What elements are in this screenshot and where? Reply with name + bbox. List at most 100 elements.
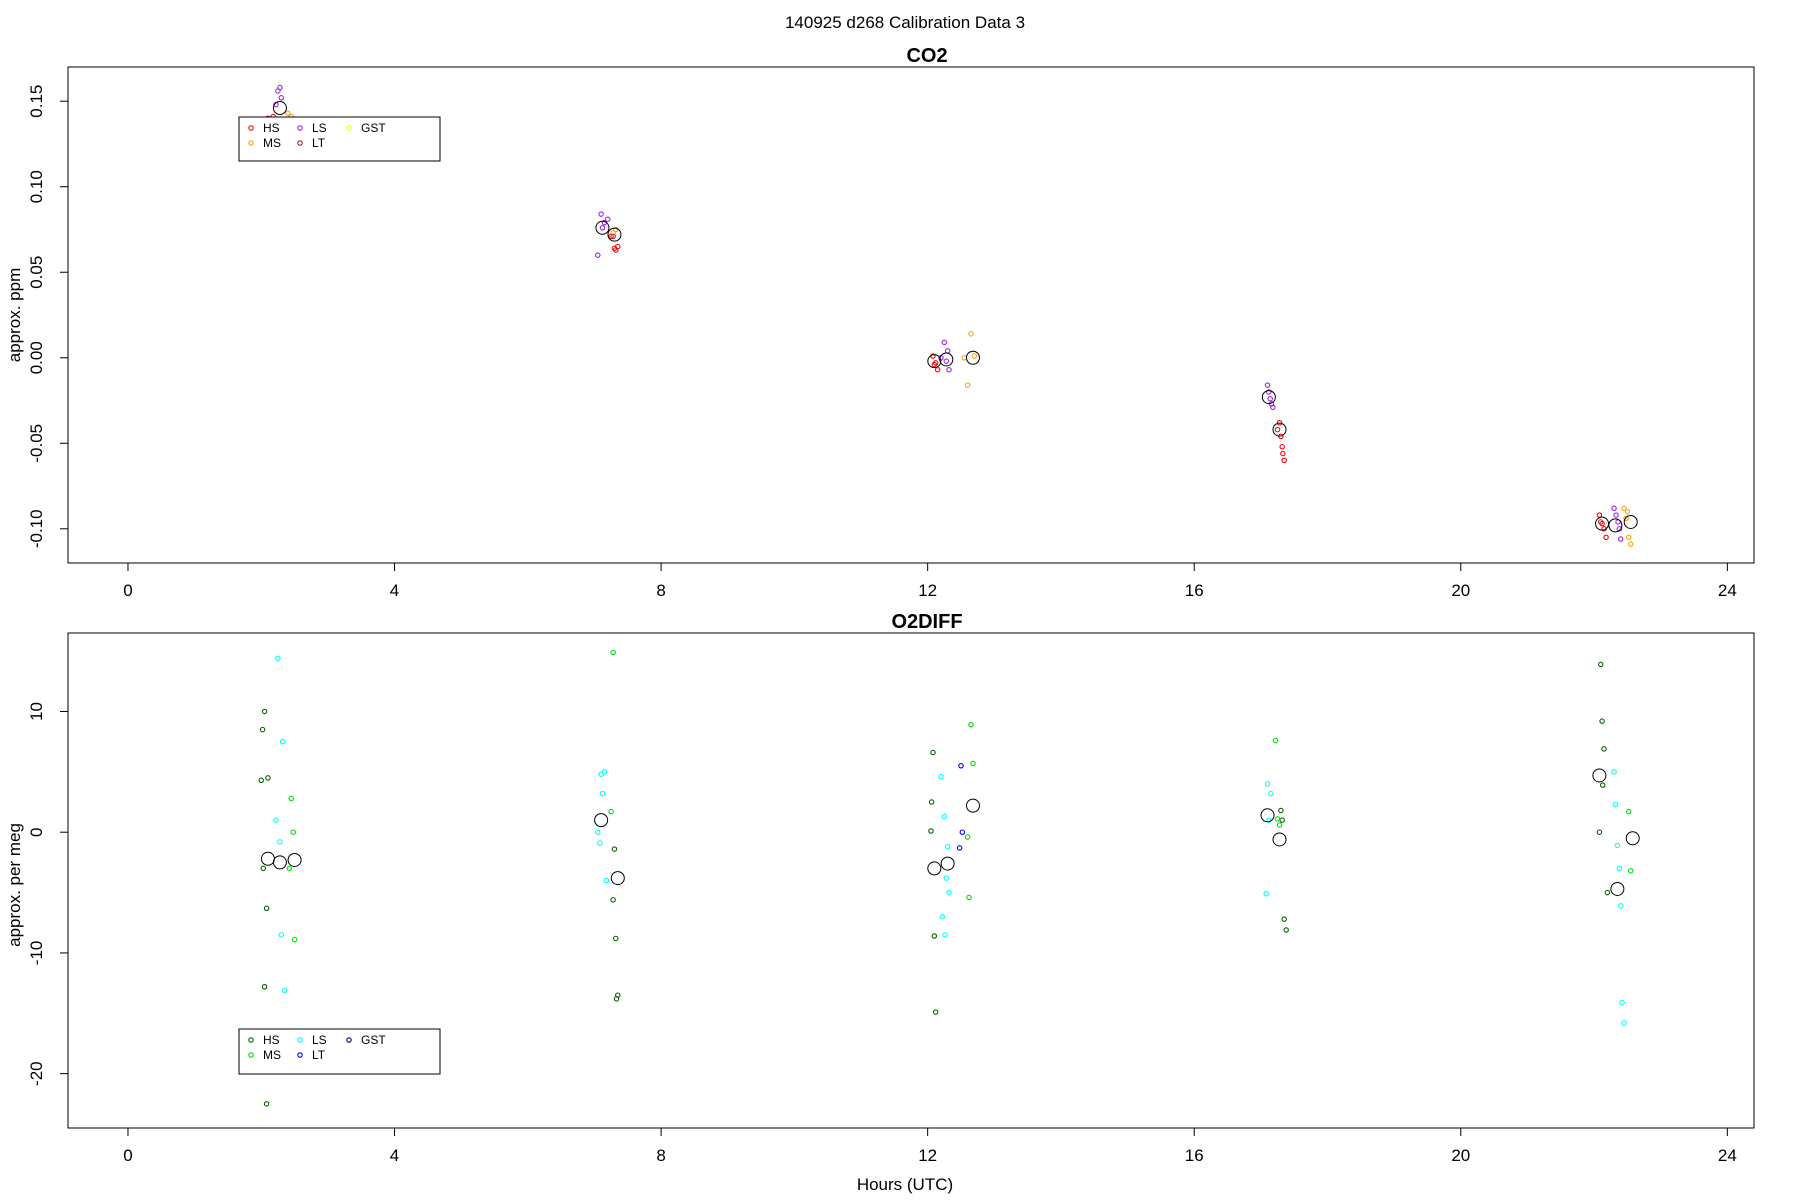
data-point-ls	[603, 877, 610, 884]
x-axis-co2: 0 4 8 12 16 20 24	[123, 562, 1737, 600]
data-point-ls	[1264, 781, 1271, 787]
y-tick-label: 0.00	[27, 341, 46, 374]
x-axis-label-o2diff: Hours (UTC)	[857, 1175, 953, 1194]
legend-marker	[297, 1052, 303, 1058]
data-point-ls	[1619, 999, 1625, 1006]
data-point-ls	[943, 875, 950, 881]
data-point-hs	[1596, 829, 1603, 835]
data-point-ms	[610, 230, 616, 236]
data-point-hs	[1603, 534, 1609, 541]
x-tick-label: 16	[1185, 581, 1204, 600]
mean-point	[927, 354, 942, 369]
panel-title-o2diff: O2DIFF	[891, 611, 962, 633]
data-point-ls	[1267, 396, 1273, 402]
data-point-ls	[281, 987, 288, 994]
data-point-ls	[944, 348, 951, 354]
data-point-ms	[968, 331, 974, 337]
data-point-ms	[608, 808, 614, 815]
mean-point	[1610, 881, 1625, 896]
mean-point	[965, 798, 980, 813]
y-tick-label: -20	[27, 1061, 46, 1086]
data-point-ls	[941, 339, 948, 346]
y-axis-label-o2diff: approx. per meg	[5, 823, 24, 947]
panel-title-co2: CO2	[906, 45, 947, 67]
legend-box	[238, 116, 441, 162]
data-point-hs	[1596, 512, 1603, 518]
data-point-hs	[931, 933, 938, 939]
data-point-ls	[1617, 536, 1624, 542]
mean-point	[607, 227, 622, 242]
panel-o2diff: O2DIFF approx. per meg Hours (UTC) 0 4 8 12…	[5, 611, 1755, 1194]
data-point-ms	[290, 829, 296, 835]
data-point-hs	[261, 708, 268, 715]
data-point-ms	[286, 865, 292, 872]
data-point-ls	[599, 790, 606, 797]
data-point-hs	[613, 996, 620, 1002]
x-axis-o2diff: 0 4 8 12 16 20 24	[123, 1127, 1737, 1165]
data-point-hs	[1278, 807, 1284, 814]
data-point-hs	[260, 865, 267, 872]
data-point-hs	[1599, 718, 1605, 724]
data-point-ms	[285, 110, 291, 116]
legend-box	[238, 1028, 441, 1075]
data-point-ls	[939, 913, 946, 920]
data-point-ls	[278, 95, 284, 101]
data-point-ls	[1270, 404, 1276, 411]
data-point-ms	[961, 355, 968, 361]
mean-point	[1623, 514, 1638, 529]
data-point-hs	[928, 799, 935, 805]
data-point-lt	[613, 247, 619, 253]
data-point-hs	[1599, 782, 1606, 788]
legend-marker	[297, 1037, 303, 1043]
figure-title: 140925 d268 Calibration Data 3	[785, 13, 1025, 32]
data-point-hs	[263, 1101, 270, 1107]
data-point-hs	[611, 846, 618, 852]
x-tick-label: 4	[390, 581, 399, 600]
data-point-hs	[932, 1009, 939, 1015]
data-point-ls	[1616, 865, 1623, 872]
legend-marker	[248, 125, 254, 131]
data-point-hs	[258, 777, 265, 784]
x-tick-label: 4	[390, 1146, 399, 1165]
data-point-ls	[1611, 769, 1617, 775]
data-point-hs	[1276, 420, 1283, 426]
data-point-ms	[1621, 505, 1627, 512]
data-point-hs	[261, 983, 268, 990]
mean-point	[927, 861, 942, 876]
data-point-hs	[1281, 916, 1287, 922]
data-point-ms	[288, 795, 294, 802]
data-point-ls	[597, 840, 603, 846]
data-point-ms	[1624, 508, 1631, 515]
data-point-hs	[1281, 457, 1287, 464]
data-point-ls	[1613, 512, 1619, 518]
data-point-ls	[938, 773, 944, 780]
data-point-ls	[599, 225, 606, 231]
legend-label: GST	[361, 1033, 386, 1047]
data-point-ls	[1263, 891, 1269, 897]
data-point-hs	[1280, 450, 1286, 457]
data-point-hs	[1283, 927, 1289, 933]
points-o2diff	[258, 649, 1640, 1107]
data-point-hs	[265, 775, 271, 781]
data-point-ms	[964, 834, 971, 840]
mean-point	[1595, 516, 1610, 531]
data-point-ms	[1274, 816, 1281, 822]
data-point-ms	[1627, 541, 1634, 547]
legend-marker	[346, 125, 352, 131]
legend-label: LS	[312, 121, 327, 135]
data-point-ls	[1264, 382, 1271, 388]
data-point-ls	[1268, 790, 1274, 797]
data-point-ls	[601, 769, 608, 775]
data-point-ls	[275, 655, 281, 662]
mean-point	[940, 856, 955, 871]
data-point-ls	[595, 252, 601, 258]
x-tick-label: 16	[1185, 1146, 1204, 1165]
mean-point	[965, 350, 980, 365]
data-point-ls	[605, 216, 611, 222]
mean-point	[1272, 422, 1287, 437]
data-point-ms	[970, 760, 976, 767]
legend-marker	[297, 125, 303, 131]
y-axis-o2diff: -20 -10 0 10	[27, 702, 69, 1086]
